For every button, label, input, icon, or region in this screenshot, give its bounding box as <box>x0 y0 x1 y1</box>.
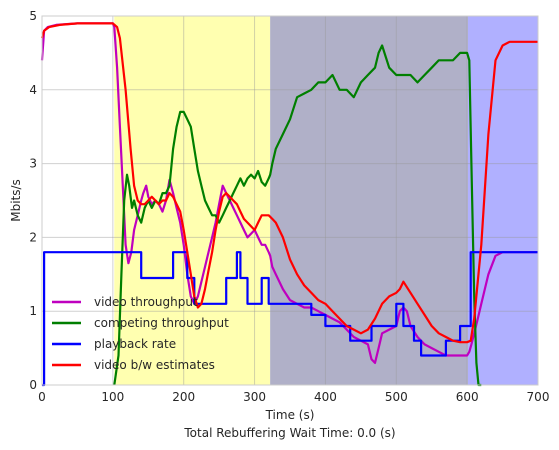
legend: video throughput competing throughput play… <box>52 295 229 372</box>
y-tick-label: 2 <box>29 230 37 244</box>
x-tick-label: 200 <box>172 390 195 404</box>
x-tick-label: 100 <box>101 390 124 404</box>
x-axis-label: Time (s) <box>265 408 315 422</box>
y-tick-label: 0 <box>29 378 37 392</box>
x-tick-label: 300 <box>243 390 266 404</box>
y-axis-label: Mbits/s <box>9 179 23 222</box>
legend-label: playback rate <box>94 337 176 351</box>
x-tick-label: 500 <box>385 390 408 404</box>
background-region-2 <box>270 16 468 385</box>
tick-labels: 0 100 200 300 400 500 600 700 0 1 2 3 4 5 <box>29 9 549 404</box>
x-tick-label: 600 <box>456 390 479 404</box>
x-tick-label: 400 <box>314 390 337 404</box>
legend-label: video b/w estimates <box>94 358 215 372</box>
y-tick-label: 4 <box>29 83 37 97</box>
background-regions <box>114 16 538 385</box>
plot-frame <box>41 15 539 386</box>
legend-label: video throughput <box>94 295 198 309</box>
x-tick-label: 0 <box>38 390 46 404</box>
series-layer <box>40 22 538 387</box>
series-line-video-b-w-estimates <box>40 22 538 344</box>
background-region-3 <box>467 16 538 385</box>
y-tick-label: 5 <box>29 9 37 23</box>
series-line-playback-rate <box>42 251 538 387</box>
y-tick-label: 1 <box>29 304 37 318</box>
x-tick-label: 700 <box>527 390 550 404</box>
y-tick-label: 3 <box>29 157 37 171</box>
series-line-video-throughput <box>40 22 538 364</box>
rebuffering-caption: Total Rebuffering Wait Time: 0.0 (s) <box>183 426 395 440</box>
legend-label: competing throughput <box>94 316 229 330</box>
